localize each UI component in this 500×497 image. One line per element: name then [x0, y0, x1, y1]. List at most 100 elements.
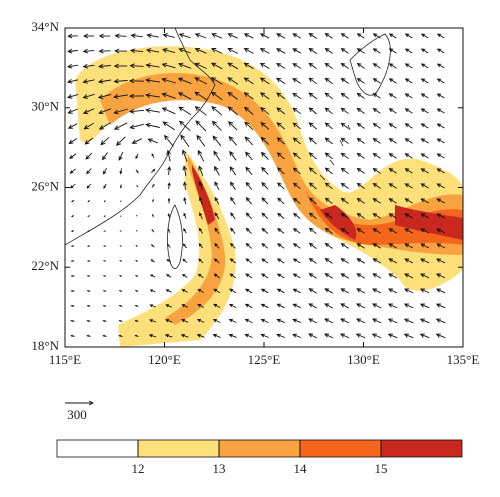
wind-arrow: [214, 212, 220, 220]
coastline: [64, 27, 216, 246]
wind-arrow: [324, 152, 333, 160]
wind-arrow: [292, 197, 301, 204]
wind-arrow: [356, 48, 365, 54]
wind-arrow: [323, 333, 334, 339]
wind-arrow: [308, 167, 317, 175]
wind-arrow: [260, 121, 270, 130]
wind-arrow: [103, 230, 106, 232]
wind-arrow: [177, 77, 192, 85]
wind-arrow: [179, 120, 191, 132]
wind-arrow: [86, 275, 91, 277]
wind-arrow: [70, 319, 75, 322]
wind-arrow: [230, 212, 236, 220]
wind-arrow: [340, 303, 350, 309]
wind-arrow: [199, 212, 203, 220]
wind-vectors: [66, 32, 446, 339]
wind-arrow: [436, 183, 445, 189]
wind-arrow: [340, 122, 349, 130]
x-tick-label: 115°E: [49, 352, 81, 367]
wind-arrow: [67, 48, 78, 54]
wind-arrow: [260, 318, 269, 324]
wind-arrow: [324, 197, 333, 205]
wind-arrow: [128, 93, 145, 99]
wind-arrow: [403, 303, 414, 309]
wind-arrow: [128, 78, 145, 84]
wind-arrow: [436, 33, 445, 39]
wind-arrow: [388, 168, 397, 174]
wind-arrow: [324, 318, 334, 324]
wind-arrow: [259, 48, 270, 54]
wind-arrow: [103, 183, 107, 189]
reference-vector: 300: [65, 400, 95, 422]
wind-arrow: [245, 258, 253, 264]
wind-arrow: [163, 134, 174, 147]
wind-arrow: [86, 334, 91, 337]
wind-arrow: [308, 303, 318, 309]
wind-arrow: [67, 123, 78, 129]
wind-arrow: [388, 243, 398, 249]
wind-arrow: [340, 152, 349, 160]
wind-arrow: [129, 48, 144, 54]
wind-arrow: [197, 304, 205, 308]
wind-arrow: [276, 48, 286, 54]
wind-arrow: [228, 333, 237, 338]
wind-arrow: [372, 138, 381, 144]
wind-arrow: [68, 138, 77, 145]
wind-arrow: [261, 227, 269, 234]
wind-arrow: [260, 107, 270, 115]
wind-arrow: [243, 48, 254, 54]
wind-arrow: [70, 230, 75, 232]
wind-arrow: [243, 106, 254, 115]
wind-arrow: [340, 258, 349, 264]
wind-arrow: [245, 242, 252, 249]
wind-arrow: [245, 288, 253, 294]
wind-arrow: [245, 181, 253, 190]
wind-arrow: [166, 274, 172, 278]
wind-arrow: [308, 273, 317, 279]
wind-arrow: [151, 153, 155, 158]
wind-arrow: [340, 228, 349, 234]
wind-arrow: [227, 91, 239, 100]
wind-arrow: [161, 62, 176, 69]
wind-arrow: [292, 258, 301, 264]
wind-arrow: [292, 77, 302, 84]
colorbar-segment: [56, 439, 139, 458]
wind-arrow: [214, 165, 220, 176]
wind-arrow: [86, 260, 91, 262]
wind-arrow: [388, 123, 397, 129]
wind-arrow: [198, 227, 203, 234]
wind-arrow: [243, 92, 254, 100]
wind-arrow: [178, 47, 191, 54]
wind-arrow: [228, 318, 237, 323]
wind-arrow: [134, 304, 139, 307]
wind-arrow: [84, 137, 94, 145]
wind-arrow: [177, 62, 192, 69]
wind-arrow: [387, 318, 398, 324]
wind-arrow: [340, 33, 349, 39]
wind-arrow: [308, 152, 317, 160]
wind-arrow: [113, 78, 128, 84]
wind-arrow: [292, 48, 302, 54]
wind-arrow: [85, 152, 93, 160]
wind-arrow: [356, 137, 365, 144]
wind-arrow: [372, 258, 382, 264]
colorbar-tick-label: 14: [294, 461, 308, 476]
wind-arrow: [229, 166, 237, 176]
wind-arrow: [227, 106, 238, 116]
wind-arrow: [419, 333, 430, 339]
wind-arrow: [420, 153, 429, 159]
wind-arrow: [420, 78, 429, 84]
wind-arrow: [420, 213, 430, 219]
wind-arrow: [167, 228, 171, 233]
wind-arrow: [340, 92, 349, 99]
wind-arrow: [198, 196, 203, 205]
wind-arrow: [403, 333, 414, 339]
wind-arrow: [372, 273, 382, 279]
wind-arrow: [276, 137, 285, 145]
wind-arrow: [260, 333, 269, 338]
wind-arrow: [388, 153, 397, 159]
wind-arrow: [212, 135, 222, 147]
wind-arrow: [436, 228, 446, 234]
wind-arrow: [404, 168, 413, 174]
